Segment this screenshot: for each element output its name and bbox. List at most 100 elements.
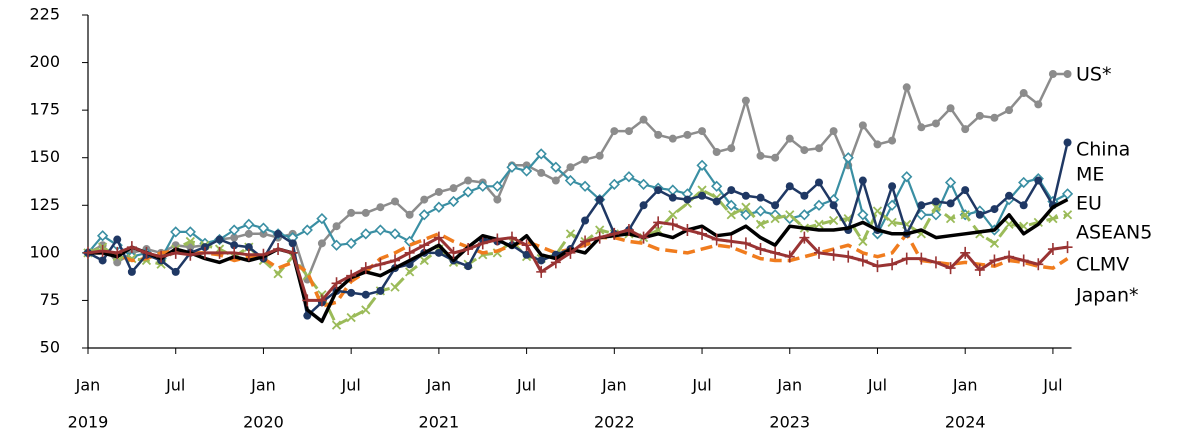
marker bbox=[551, 176, 560, 185]
marker bbox=[711, 180, 723, 192]
marker bbox=[230, 241, 239, 250]
series-label: Japan* bbox=[1075, 285, 1139, 307]
marker bbox=[888, 182, 897, 191]
marker bbox=[550, 161, 562, 173]
marker bbox=[566, 163, 575, 172]
marker bbox=[725, 199, 737, 211]
marker bbox=[654, 130, 663, 139]
marker bbox=[946, 199, 955, 208]
marker bbox=[521, 239, 532, 252]
marker bbox=[594, 231, 605, 244]
marker bbox=[580, 235, 591, 248]
marker bbox=[581, 155, 590, 164]
marker bbox=[1005, 106, 1014, 115]
marker bbox=[857, 209, 869, 221]
series-label: EU bbox=[1076, 193, 1102, 215]
marker bbox=[771, 153, 780, 162]
marker bbox=[815, 178, 823, 187]
marker bbox=[1004, 219, 1014, 229]
marker bbox=[595, 195, 604, 204]
marker bbox=[1048, 213, 1058, 224]
marker bbox=[346, 269, 357, 282]
marker bbox=[637, 178, 650, 190]
marker bbox=[464, 176, 473, 185]
marker bbox=[522, 250, 531, 259]
marker bbox=[916, 252, 927, 265]
x-tick-label: Jan bbox=[75, 376, 101, 395]
marker bbox=[798, 209, 811, 221]
marker bbox=[170, 246, 181, 259]
marker bbox=[741, 96, 750, 105]
marker bbox=[113, 235, 122, 244]
marker bbox=[258, 248, 269, 261]
marker bbox=[639, 115, 648, 124]
marker bbox=[1034, 100, 1043, 109]
marker bbox=[960, 246, 971, 259]
marker bbox=[331, 277, 342, 290]
marker bbox=[360, 228, 372, 240]
marker bbox=[653, 216, 664, 229]
marker bbox=[83, 246, 93, 259]
x-tick-label: Jul bbox=[341, 376, 361, 395]
x-tick-label: Jan bbox=[601, 376, 627, 395]
marker bbox=[668, 210, 678, 220]
marker bbox=[419, 255, 429, 266]
marker bbox=[668, 193, 677, 202]
marker bbox=[243, 218, 255, 230]
marker bbox=[741, 191, 750, 200]
series-label: CLMV bbox=[1076, 254, 1129, 276]
marker bbox=[156, 250, 167, 263]
marker bbox=[463, 243, 474, 256]
marker bbox=[418, 209, 430, 221]
marker bbox=[696, 159, 708, 171]
marker bbox=[419, 239, 430, 252]
marker bbox=[477, 180, 489, 192]
marker bbox=[477, 237, 488, 250]
year-label: 2020 bbox=[243, 413, 284, 432]
marker bbox=[682, 224, 693, 237]
marker bbox=[989, 254, 1000, 267]
marker bbox=[288, 239, 297, 248]
marker bbox=[697, 227, 708, 240]
marker bbox=[623, 224, 634, 237]
marker bbox=[448, 246, 459, 259]
marker bbox=[361, 305, 371, 315]
marker bbox=[623, 171, 635, 183]
marker bbox=[946, 104, 955, 113]
marker bbox=[230, 233, 239, 242]
marker bbox=[740, 209, 752, 221]
marker bbox=[858, 121, 867, 130]
marker bbox=[960, 210, 970, 220]
y-tick-label: 50 bbox=[40, 338, 60, 357]
marker bbox=[828, 215, 839, 226]
marker bbox=[347, 288, 356, 297]
marker bbox=[171, 267, 180, 276]
marker bbox=[376, 203, 385, 212]
marker bbox=[126, 241, 137, 254]
marker bbox=[581, 216, 590, 225]
marker bbox=[756, 151, 765, 160]
marker bbox=[698, 191, 707, 200]
marker bbox=[96, 230, 109, 242]
marker bbox=[506, 161, 518, 173]
marker bbox=[185, 248, 196, 261]
marker bbox=[330, 239, 343, 251]
marker bbox=[360, 262, 371, 275]
marker bbox=[257, 222, 270, 234]
marker bbox=[1061, 188, 1074, 200]
marker bbox=[405, 267, 415, 277]
marker bbox=[727, 186, 736, 195]
marker bbox=[228, 224, 240, 236]
marker bbox=[814, 219, 824, 229]
marker bbox=[199, 246, 210, 259]
marker bbox=[287, 246, 298, 259]
marker bbox=[989, 238, 1000, 248]
marker bbox=[244, 229, 253, 238]
x-tick-label: Jul bbox=[867, 376, 887, 395]
marker bbox=[447, 195, 460, 208]
marker bbox=[828, 248, 839, 261]
series-label: US* bbox=[1076, 64, 1111, 86]
marker bbox=[1019, 201, 1028, 210]
marker bbox=[434, 248, 443, 257]
marker bbox=[565, 229, 576, 239]
